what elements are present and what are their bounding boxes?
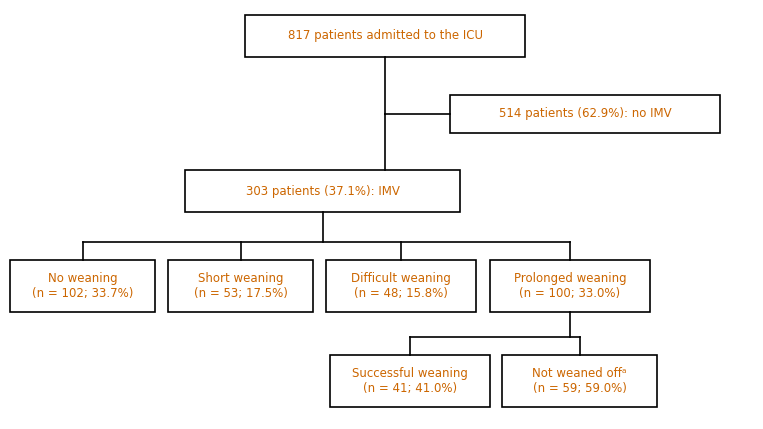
Text: Short weaning: Short weaning (198, 272, 283, 285)
Text: (n = 53; 17.5%): (n = 53; 17.5%) (194, 287, 288, 300)
Text: No weaning: No weaning (47, 272, 118, 285)
Text: (n = 48; 15.8%): (n = 48; 15.8%) (354, 287, 448, 300)
Text: 303 patients (37.1%): IMV: 303 patients (37.1%): IMV (246, 184, 400, 197)
Bar (330, 355, 490, 407)
Text: 817 patients admitted to the ICU: 817 patients admitted to the ICU (288, 30, 482, 42)
Text: (n = 41; 41.0%): (n = 41; 41.0%) (363, 382, 457, 395)
Text: Successful weaning: Successful weaning (352, 367, 468, 380)
Bar (502, 355, 657, 407)
Text: Prolonged weaning: Prolonged weaning (513, 272, 626, 285)
Text: (n = 102; 33.7%): (n = 102; 33.7%) (32, 287, 134, 300)
Text: Not weaned offᵃ: Not weaned offᵃ (533, 367, 626, 380)
Bar (245, 15, 525, 57)
Text: (n = 100; 33.0%): (n = 100; 33.0%) (520, 287, 620, 300)
Bar (10, 260, 155, 312)
Text: Difficult weaning: Difficult weaning (351, 272, 451, 285)
Bar (326, 260, 476, 312)
Text: (n = 59; 59.0%): (n = 59; 59.0%) (533, 382, 626, 395)
Bar (168, 260, 313, 312)
Bar (450, 95, 720, 133)
Text: 514 patients (62.9%): no IMV: 514 patients (62.9%): no IMV (499, 108, 671, 121)
Bar (490, 260, 650, 312)
Bar (185, 170, 460, 212)
